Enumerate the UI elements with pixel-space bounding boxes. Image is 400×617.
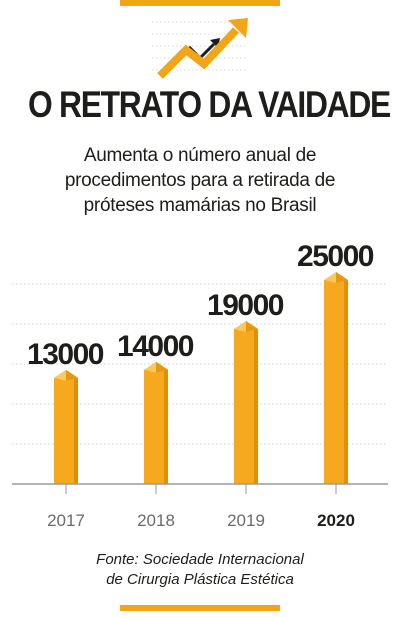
subtitle-line: procedimentos para a retirada de <box>64 170 336 191</box>
bar-side <box>254 328 258 484</box>
bar-side <box>164 369 168 484</box>
x-tick-label: 2019 <box>227 511 265 530</box>
source-note: Fonte: Sociedade Internacional de Cirurg… <box>0 550 400 590</box>
bar-front <box>234 328 254 484</box>
bar-value-label: 19000 <box>207 289 284 322</box>
source-line: de Cirurgia Plástica Estética <box>106 571 294 588</box>
bar <box>54 369 78 484</box>
bar-front <box>324 280 344 484</box>
subtitle-line: Aumenta o número anual de <box>83 145 317 166</box>
bar-value-label: 14000 <box>117 330 194 363</box>
x-tick-label: 2020 <box>317 511 355 530</box>
bar-front <box>54 377 74 484</box>
bar-top-shade <box>336 272 348 283</box>
bar-top-shade <box>246 320 258 332</box>
bar <box>324 272 348 484</box>
chart-subtitle: Aumenta o número anual de procedimentos … <box>0 143 400 218</box>
subtitle-line: próteses mamárias no Brasil <box>83 195 317 216</box>
bar-front <box>144 369 164 484</box>
bar <box>234 320 258 484</box>
bar-value-label: 25000 <box>297 240 374 273</box>
bar-side <box>74 377 78 484</box>
bar-chart: 13000 2017 14000 2018 19000 2019 25000 2020 <box>12 240 388 530</box>
bar <box>144 361 168 484</box>
bottom-accent-bar <box>120 605 280 611</box>
x-tick-label: 2018 <box>137 511 175 530</box>
bar-value-label: 13000 <box>27 338 104 371</box>
x-tick-label: 2017 <box>47 511 85 530</box>
trend-up-arrow-icon <box>152 18 248 79</box>
bar-side <box>344 280 348 484</box>
bar-top-shade <box>156 361 168 373</box>
chart-title: O RETRATO DA VAIDADE <box>28 84 391 125</box>
source-line: Fonte: Sociedade Internacional <box>96 551 304 568</box>
top-accent-bar <box>120 0 280 6</box>
bar-top-shade <box>66 369 78 381</box>
